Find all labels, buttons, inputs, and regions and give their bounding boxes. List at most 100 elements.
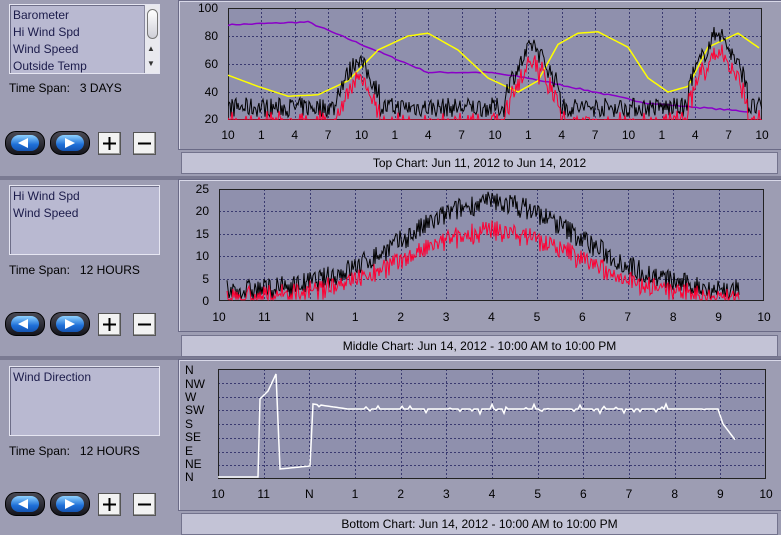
x-tick-label: 3 <box>442 487 450 501</box>
time-span-value: 12 HOURS <box>79 444 140 458</box>
section-divider <box>0 176 781 180</box>
y-tick-label: 25 <box>195 182 209 196</box>
zoom-out-button[interactable] <box>133 493 156 516</box>
minus-icon <box>138 142 151 145</box>
zoom-in-button[interactable] <box>98 493 121 516</box>
y-tick-label: 60 <box>204 57 218 71</box>
outside-temp-series <box>227 31 760 97</box>
plot-border <box>218 369 766 479</box>
x-tick-label: 4 <box>488 310 495 324</box>
x-tick-label: 10 <box>212 310 226 324</box>
x-tick-label: 7 <box>624 310 632 324</box>
scroll-back-button[interactable] <box>5 492 45 516</box>
x-tick-label: 10 <box>755 128 769 142</box>
time-span-label: Time Span: <box>9 444 70 458</box>
scroll-thumb[interactable] <box>147 9 158 39</box>
x-tick-label: 10 <box>221 128 235 142</box>
bottom-chart-caption: Bottom Chart: Jun 14, 2012 - 10:00 AM to… <box>181 513 778 535</box>
y-tick-label: 0 <box>202 294 209 308</box>
x-tick-label: 10 <box>759 487 773 501</box>
bottom-chart-plot[interactable] <box>218 369 767 480</box>
x-tick-label: 9 <box>716 487 724 501</box>
time-span-value: 12 HOURS <box>79 263 140 277</box>
x-tick-label: 10 <box>488 128 502 142</box>
list-item[interactable]: Barometer <box>13 8 70 22</box>
x-tick-label: 7 <box>725 128 732 142</box>
y-tick-label: 20 <box>204 112 218 126</box>
middle-chart-plot[interactable] <box>219 189 765 302</box>
x-tick-label: 6 <box>578 310 586 324</box>
x-tick-label: 10 <box>211 487 225 501</box>
x-tick-label: 7 <box>591 128 599 142</box>
y-tick-label: S <box>185 417 194 431</box>
y-tick-label: 10 <box>195 249 209 263</box>
x-tick-label: 2 <box>397 487 404 501</box>
wind-direction-series <box>218 373 736 478</box>
x-tick-label: 10 <box>757 310 771 324</box>
list-item[interactable]: Outside Temp <box>13 59 87 73</box>
list-scrollbar[interactable]: ▲ ▼ <box>144 5 159 73</box>
y-tick-label: E <box>185 444 194 458</box>
top-chart-svg <box>227 8 763 122</box>
y-tick-label: 15 <box>195 227 209 241</box>
y-tick-label: N <box>185 470 194 484</box>
list-item[interactable]: Wind Speed <box>13 42 79 56</box>
arrow-left-icon <box>18 138 28 148</box>
list-item[interactable]: Hi Wind Spd <box>13 25 80 39</box>
x-tick-label: 10 <box>354 128 369 142</box>
y-tick-label: 20 <box>195 204 209 218</box>
arrow-left-icon <box>18 319 28 329</box>
x-tick-label: N <box>304 487 314 501</box>
x-tick-label: 7 <box>458 128 465 142</box>
zoom-out-button[interactable] <box>133 132 156 155</box>
x-tick-label: 1 <box>658 128 666 142</box>
x-tick-label: 1 <box>525 128 532 142</box>
arrow-right-icon <box>65 499 75 509</box>
arrow-left-icon <box>18 499 28 509</box>
zoom-in-button[interactable] <box>98 132 121 155</box>
scroll-forward-button[interactable] <box>50 492 90 516</box>
x-tick-label: N <box>305 310 315 324</box>
arrow-right-icon <box>65 319 75 329</box>
x-tick-label: 4 <box>558 128 566 142</box>
wind-speed-series <box>226 220 740 302</box>
plot-border <box>219 189 764 301</box>
plus-icon <box>103 318 116 331</box>
top-chart-plot[interactable] <box>227 8 763 122</box>
scroll-back-button[interactable] <box>5 312 45 336</box>
x-tick-label: 8 <box>669 310 677 324</box>
x-tick-label: 7 <box>324 128 332 142</box>
x-tick-label: 1 <box>351 310 359 324</box>
zoom-out-button[interactable] <box>133 313 156 336</box>
minus-icon <box>138 503 151 506</box>
bottom-series-list[interactable]: Wind Direction <box>9 366 160 436</box>
x-tick-label: 5 <box>534 487 541 501</box>
top-series-list[interactable]: Barometer Hi Wind Spd Wind Speed Outside… <box>9 4 160 74</box>
top-chart-caption: Top Chart: Jun 11, 2012 to Jun 14, 2012 <box>181 152 778 174</box>
scroll-back-button[interactable] <box>5 131 45 155</box>
middle-chart-caption: Middle Chart: Jun 14, 2012 - 10:00 AM to… <box>181 335 778 357</box>
zoom-in-button[interactable] <box>98 313 121 336</box>
x-tick-label: 9 <box>715 310 722 324</box>
scroll-forward-button[interactable] <box>50 131 90 155</box>
list-item[interactable]: Hi Wind Spd <box>13 189 80 203</box>
x-tick-label: 11 <box>258 310 271 324</box>
scroll-forward-button[interactable] <box>50 312 90 336</box>
time-span: Time Span: 12 HOURS <box>9 263 140 277</box>
y-tick-label: N <box>185 363 194 377</box>
middle-series-list[interactable]: Hi Wind Spd Wind Speed <box>9 185 160 255</box>
x-tick-label: 1 <box>391 128 399 142</box>
list-item[interactable]: Wind Direction <box>13 370 92 384</box>
hi-wind-spd-series <box>227 26 763 119</box>
x-tick-label: 6 <box>579 487 587 501</box>
list-item[interactable]: Wind Speed <box>13 206 79 220</box>
x-tick-label: 10 <box>621 128 636 142</box>
scroll-up-arrow-icon[interactable]: ▲ <box>147 44 155 53</box>
bottom-chart-panel: N NW W SW S SE E NE N 10 11 N 1 2 3 4 5 6 7 8 9 10 <box>178 359 781 511</box>
minus-icon <box>138 323 151 326</box>
middle-chart-svg <box>219 189 765 302</box>
plus-icon <box>103 137 116 150</box>
x-tick-label: 8 <box>671 487 678 501</box>
middle-chart-panel: 25 20 15 10 5 0 10 11 N 1 2 3 4 5 6 7 8 9 10 <box>178 179 781 332</box>
scroll-down-arrow-icon[interactable]: ▼ <box>147 59 155 68</box>
